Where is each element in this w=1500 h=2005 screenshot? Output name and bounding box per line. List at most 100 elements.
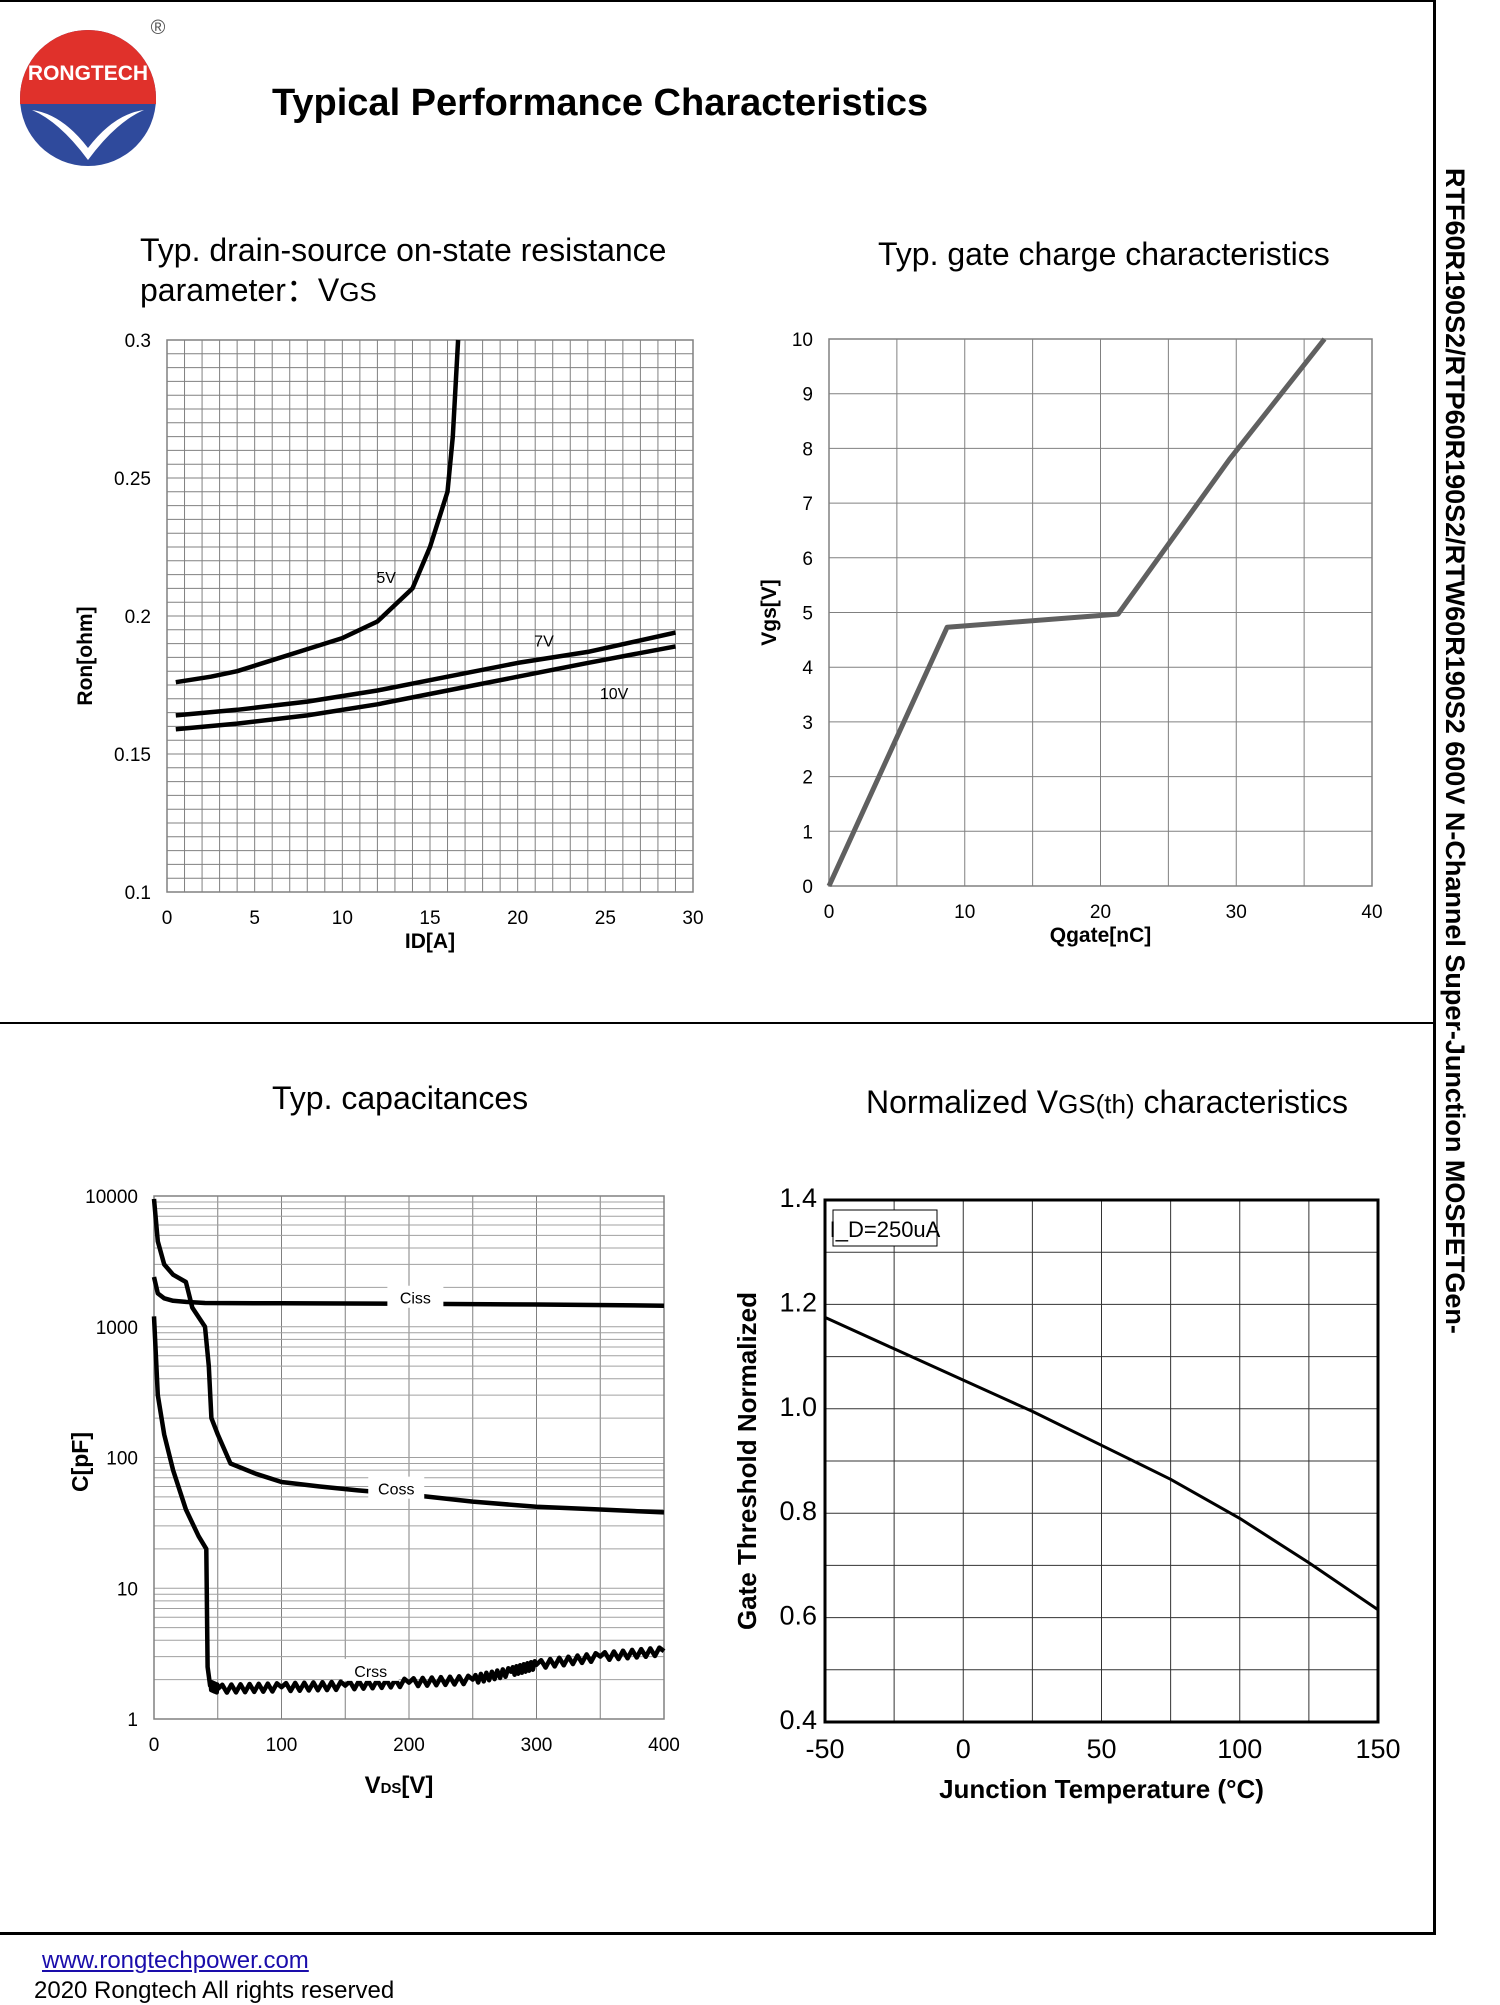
gate-x-tick-label: 30	[1226, 902, 1247, 923]
cap-series-label-coss: Coss	[378, 1482, 414, 1499]
page-frame	[0, 0, 1436, 1935]
vth-y-tick-label: 1.2	[779, 1287, 817, 1317]
ron-title-sub: GS	[339, 277, 377, 307]
ron-series-label-7v: 7V	[534, 633, 554, 650]
gate-y-tick-label: 8	[802, 439, 813, 460]
cap-series-label-bg	[368, 1476, 425, 1499]
gate-x-tick-label: 40	[1361, 902, 1382, 923]
cap-series-label-bg	[387, 1285, 444, 1308]
gate-x-tick-label: 20	[1090, 902, 1111, 923]
cap-x-tick-label: 300	[521, 1735, 553, 1756]
website-link[interactable]: www.rongtechpower.com	[42, 1947, 309, 1974]
ron-x-tick-label: 15	[419, 908, 440, 929]
cap-series-label-crss: Crss	[354, 1664, 387, 1681]
gate-y-tick-label: 2	[802, 768, 813, 789]
cap-y-tick-label: 1000	[96, 1318, 138, 1339]
vth-annotation-text: I_D=250uA	[830, 1217, 941, 1242]
vth-x-tick-label: 0	[956, 1734, 971, 1764]
ron-y-axis-label: Ron[ohm]	[74, 606, 97, 705]
gate-y-tick-label: 9	[802, 385, 813, 406]
vth-y-tick-label: 0.8	[779, 1496, 817, 1526]
vth-y-axis-label: Gate Threshold Normalized	[732, 1292, 762, 1630]
ron-x-tick-label: 5	[249, 908, 260, 929]
ron-series-7v	[175, 630, 676, 718]
logo-text: RONGTECH	[28, 62, 148, 85]
ron-series-5v	[175, 339, 461, 685]
cap-series-coss	[151, 1198, 665, 1515]
ron-x-tick-label: 0	[162, 908, 173, 929]
cap-y-tick-label: 10000	[85, 1187, 138, 1208]
ron-x-tick-label: 25	[595, 908, 616, 929]
gate-chart-title: Typ. gate charge characteristics	[878, 236, 1330, 272]
vth-title-sub: GS(th)	[1058, 1089, 1135, 1119]
ron-chart-title: Typ. drain-source on-state resistance pa…	[140, 230, 666, 310]
gate-y-tick-label: 6	[802, 549, 813, 570]
vth-x-tick-label: -50	[805, 1734, 844, 1764]
cap-x-label-v: V	[365, 1772, 381, 1799]
cap-series-label-bg	[342, 1658, 399, 1681]
page-title: Typical Performance Characteristics	[272, 82, 929, 124]
vth-y-tick-label: 0.6	[779, 1601, 817, 1631]
vth-annotation-box	[832, 1209, 938, 1247]
gate-y-tick-label: 10	[792, 330, 813, 351]
cap-x-axis-label: VDS[V]	[365, 1772, 434, 1799]
vth-plot-frame	[823, 1198, 1380, 1724]
gate-y-tick-label: 7	[802, 494, 813, 515]
cap-plot-frame	[153, 1195, 665, 1720]
vth-y-tick-label: 1.0	[779, 1392, 817, 1422]
section-divider	[0, 1022, 1436, 1024]
gate-plot-frame	[828, 338, 1373, 887]
cap-x-tick-label: 200	[393, 1735, 425, 1756]
cap-x-label-unit: [V]	[401, 1772, 433, 1799]
cap-chart-title: Typ. capacitances	[272, 1080, 529, 1116]
cap-series-label-ciss: Ciss	[400, 1291, 431, 1308]
gate-y-tick-label: 3	[802, 713, 813, 734]
vth-x-tick-label: 50	[1086, 1734, 1116, 1764]
ron-plot-frame	[166, 339, 694, 893]
gate-y-axis-label: Vgs[V]	[758, 579, 781, 646]
gate-y-tick-label: 5	[802, 604, 813, 625]
ron-x-tick-label: 30	[682, 908, 703, 929]
ron-x-axis-label: ID[A]	[405, 930, 455, 953]
logo-red-top	[20, 30, 156, 104]
ron-title-line1: Typ. drain-source on-state resistance	[140, 232, 667, 268]
cap-x-tick-label: 100	[266, 1735, 298, 1756]
vth-x-axis-label: Junction Temperature (°C)	[939, 1774, 1264, 1804]
ron-series-label-5v: 5V	[376, 570, 396, 587]
ron-x-tick-label: 20	[507, 908, 528, 929]
copyright-text: 2020 Rongtech All rights reserved	[34, 1977, 395, 2004]
vth-x-tick-label: 150	[1355, 1734, 1400, 1764]
ron-x-tick-label: 10	[332, 908, 353, 929]
ron-y-tick-label: 0.1	[125, 883, 151, 904]
registered-mark: ®	[151, 18, 166, 39]
cap-x-label-sub: DS	[381, 1780, 402, 1797]
ron-y-tick-label: 0.25	[114, 469, 151, 490]
vth-series-vth	[824, 1316, 1379, 1612]
cap-y-tick-label: 10	[117, 1579, 138, 1600]
logo-wing	[32, 110, 144, 160]
vth-x-tick-label: 100	[1217, 1734, 1262, 1764]
gate-x-tick-label: 10	[954, 902, 975, 923]
ron-y-tick-label: 0.15	[114, 745, 151, 766]
cap-series-ciss	[151, 1276, 665, 1308]
ron-series-label-10v: 10V	[600, 686, 629, 703]
ron-y-tick-label: 0.2	[125, 607, 151, 628]
vth-y-tick-label: 1.4	[779, 1183, 817, 1213]
vth-chart-title: Normalized VGS(th) characteristics	[866, 1082, 1348, 1122]
vth-title-suffix: characteristics	[1134, 1084, 1349, 1120]
gate-series-vgs	[826, 337, 1327, 888]
ron-series-10v	[175, 644, 676, 732]
gate-x-tick-label: 0	[824, 902, 835, 923]
gate-y-tick-label: 1	[802, 822, 813, 843]
gate-x-axis-label: Qgate[nC]	[1050, 924, 1152, 947]
gate-y-tick-label: 0	[802, 877, 813, 898]
gate-y-tick-label: 4	[802, 658, 813, 679]
ron-title-line2: parameter：V	[140, 272, 340, 308]
cap-series-crss	[151, 1316, 666, 1695]
vth-title-main: Normalized V	[866, 1084, 1059, 1120]
cap-y-tick-label: 1	[127, 1710, 138, 1731]
vth-y-tick-label: 0.4	[779, 1705, 817, 1735]
ron-y-tick-label: 0.3	[125, 331, 151, 352]
rongtech-logo: RONGTECH ®	[20, 18, 166, 166]
